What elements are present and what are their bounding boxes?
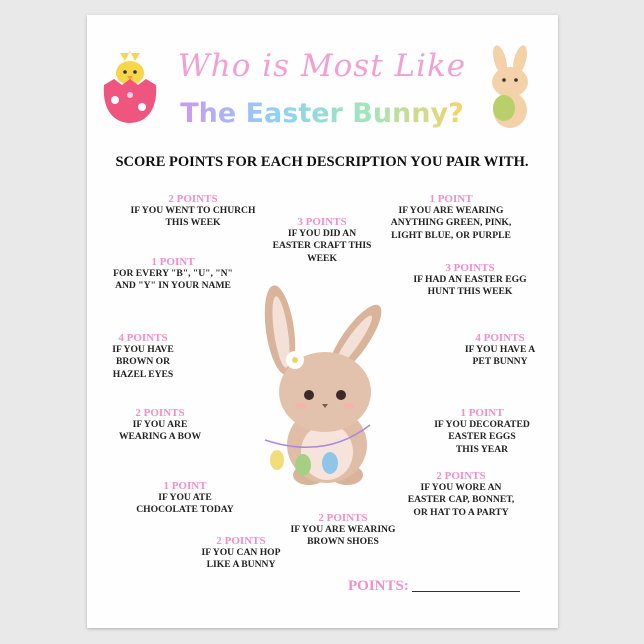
description: IF YOU CAN HOP LIKE A BUNNY (201, 547, 281, 571)
description: IF YOU ATE CHOCOLATE TODAY (136, 492, 234, 516)
instructions-heading: SCORE POINTS FOR EACH DESCRIPTION YOU PA… (115, 154, 529, 170)
description: IF YOU ARE WEARING A BOW (118, 419, 202, 443)
description: IF YOU HAVE A PET BUNNY (464, 344, 536, 368)
points-label: 3 POINTS (445, 262, 495, 274)
description: IF YOU DECORATED EASTER EGGS THIS YEAR (434, 419, 530, 455)
scoring-item: 4 POINTS IF YOU HAVE BROWN OR HAZEL EYES (53, 332, 233, 381)
points-label: 1 POINT (460, 407, 504, 419)
description: IF YOU WENT TO CHURCH THIS WEEK (130, 205, 256, 229)
points-label: 2 POINTS (436, 470, 486, 482)
points-label: 1 POINT (429, 193, 473, 205)
scoring-item: 1 POINT IF YOU ATE CHOCOLATE TODAY (95, 480, 275, 517)
scoring-item: 3 POINTS IF YOU DID AN EASTER CRAFT THIS … (232, 216, 412, 265)
points-label: 2 POINTS (318, 512, 368, 524)
title-line-2: The Easter Bunny? (0, 98, 644, 129)
flyer-page (87, 15, 558, 628)
scoring-item: 1 POINT FOR EVERY "B", "U", "N" AND "Y" I… (83, 256, 263, 293)
description: FOR EVERY "B", "U", "N" AND "Y" IN YOUR … (113, 268, 233, 292)
scoring-item: 3 POINTS IF HAD AN EASTER EGG HUNT THIS W… (380, 262, 560, 299)
scoring-item: 1 POINT IF YOU DECORATED EASTER EGGS THIS… (392, 407, 572, 456)
scoring-item: 4 POINTS IF YOU HAVE A PET BUNNY (410, 332, 590, 369)
chick-in-egg-icon (103, 51, 157, 123)
points-total-label: POINTS: (348, 578, 409, 594)
bunny-illustration (264, 285, 382, 485)
description: IF YOU DID AN EASTER CRAFT THIS WEEK (272, 228, 372, 264)
points-label: 1 POINT (163, 480, 207, 492)
description: IF YOU ARE WEARING BROWN SHOES (290, 524, 396, 548)
points-blank-line[interactable] (411, 591, 520, 592)
description: IF YOU ARE WEARING ANYTHING GREEN, PINK,… (390, 205, 512, 241)
points-label: 2 POINTS (216, 535, 266, 547)
scoring-item: 2 POINTS IF YOU CAN HOP LIKE A BUNNY (151, 535, 331, 572)
points-label: 4 POINTS (475, 332, 525, 344)
points-label: 2 POINTS (135, 407, 185, 419)
points-total: POINTS: (348, 578, 520, 595)
bunny-holding-egg-icon (492, 45, 528, 128)
points-label: 4 POINTS (118, 332, 168, 344)
points-label: 2 POINTS (168, 193, 218, 205)
scoring-item: 2 POINTS IF YOU WENT TO CHURCH THIS WEEK (103, 193, 283, 230)
scoring-item: 1 POINT IF YOU ARE WEARING ANYTHING GREEN… (361, 193, 541, 242)
scoring-item: 2 POINTS IF YOU ARE WEARING BROWN SHOES (253, 512, 433, 549)
scoring-item: 2 POINTS IF YOU WORE AN EASTER CAP, BONNE… (371, 470, 551, 519)
points-label: 3 POINTS (297, 216, 347, 228)
description: IF YOU HAVE BROWN OR HAZEL EYES (112, 344, 174, 380)
scoring-item: 2 POINTS IF YOU ARE WEARING A BOW (70, 407, 250, 444)
description: IF YOU WORE AN EASTER CAP, BONNET, OR HA… (407, 482, 515, 518)
title-line-1: Who is Most Like (177, 48, 467, 84)
points-label: 1 POINT (151, 256, 195, 268)
description: IF HAD AN EASTER EGG HUNT THIS WEEK (413, 274, 527, 298)
